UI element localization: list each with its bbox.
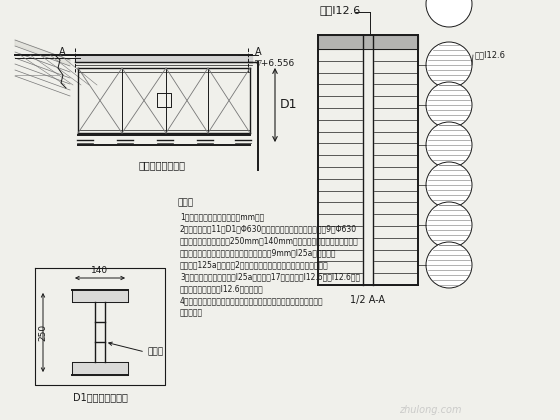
Text: 桶在小设125a下方焊接2块加劲板，加劲板尺寸参见栈桥桦加劲板。: 桶在小设125a下方焊接2块加劲板，加劲板尺寸参见栈桥桦加劲板。: [180, 260, 329, 269]
Text: 栈桥桥头处立面图: 栈桥桥头处立面图: [138, 160, 185, 170]
Circle shape: [426, 42, 472, 88]
Text: 140: 140: [91, 266, 109, 275]
Text: A: A: [255, 47, 262, 57]
Text: 2、实际现场共11根D1（Φ630）钔管桶，除左右两侧外，剩余9根Φ630: 2、实际现场共11根D1（Φ630）钔管桶，除左右两侧外，剩余9根Φ630: [180, 224, 357, 233]
Polygon shape: [75, 55, 252, 62]
Text: ▽+6.556: ▽+6.556: [255, 58, 295, 68]
Polygon shape: [72, 362, 128, 375]
Text: 位置必须与栈桥框有I12.6位置错开。: 位置必须与栈桥框有I12.6位置错开。: [180, 284, 264, 293]
Text: 钔管桶中轴线处嵌片（深250mm宽140mm）槽，在确定井筒底面标高与栈: 钔管桶中轴线处嵌片（深250mm宽140mm）槽，在确定井筒底面标高与栈: [180, 236, 359, 245]
Text: 1、本图尺寸除标注外，均以mm计；: 1、本图尺寸除标注外，均以mm计；: [180, 212, 264, 221]
Circle shape: [426, 0, 472, 27]
Text: 斜撞I12.6: 斜撞I12.6: [475, 50, 506, 60]
Text: 1/2 A-A: 1/2 A-A: [351, 295, 385, 305]
Circle shape: [426, 242, 472, 288]
Text: D1桦头处理大样图: D1桦头处理大样图: [73, 392, 128, 402]
Text: 附注：: 附注：: [178, 198, 194, 207]
Text: 250: 250: [39, 324, 48, 341]
Text: 加劲板: 加劲板: [147, 347, 163, 357]
Circle shape: [426, 82, 472, 128]
Polygon shape: [72, 290, 128, 302]
Polygon shape: [15, 40, 70, 65]
Text: A: A: [59, 47, 66, 57]
Circle shape: [426, 202, 472, 248]
Circle shape: [426, 162, 472, 208]
Text: zhulong.com: zhulong.com: [399, 405, 461, 415]
Text: 栈桥I12.6: 栈桥I12.6: [320, 5, 361, 15]
Text: D1: D1: [280, 99, 297, 111]
Text: 3、在栈桥与运设编和节奈I25a之间放编17根编和节高I12.6，这I12.6设编: 3、在栈桥与运设编和节奈I25a之间放编17根编和节高I12.6，这I12.6设…: [180, 272, 360, 281]
Polygon shape: [318, 35, 418, 49]
Text: 相应调整。: 相应调整。: [180, 308, 203, 317]
Text: 桥贝雷架顶标高一致之后，在槽内小设一般通9mm的I25a，每根钔管: 桥贝雷架顶标高一致之后，在槽内小设一般通9mm的I25a，每根钔管: [180, 248, 337, 257]
Circle shape: [426, 122, 472, 168]
Text: 4、本图与实际情况共同对应及时上报相关技术人员，经同意后方可作: 4、本图与实际情况共同对应及时上报相关技术人员，经同意后方可作: [180, 296, 324, 305]
